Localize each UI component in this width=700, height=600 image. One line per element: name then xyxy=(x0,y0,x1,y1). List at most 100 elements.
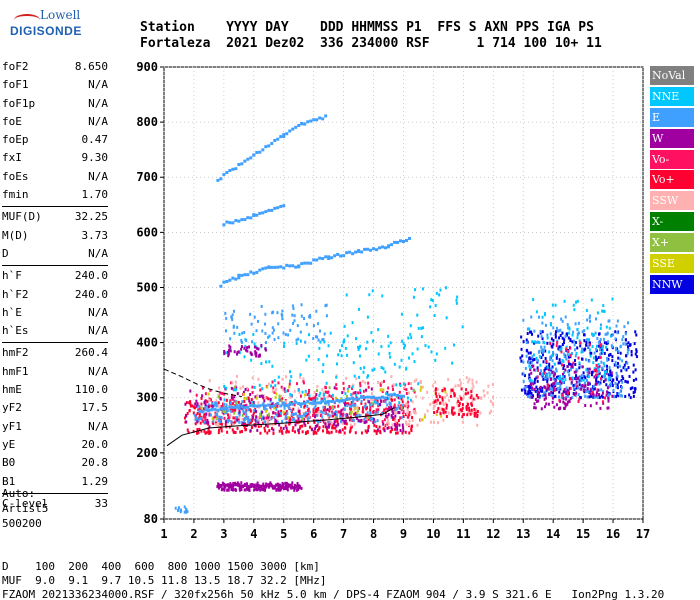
data-point xyxy=(226,409,229,413)
data-point xyxy=(203,429,206,433)
data-point xyxy=(295,488,298,492)
trace-point xyxy=(279,135,283,139)
data-point xyxy=(436,401,439,405)
data-point xyxy=(541,386,544,390)
data-point xyxy=(438,395,441,399)
data-point xyxy=(625,368,628,372)
data-point xyxy=(552,377,555,381)
data-point xyxy=(441,396,444,400)
data-point xyxy=(578,331,581,335)
data-point xyxy=(232,416,235,420)
data-point xyxy=(420,335,423,339)
data-point xyxy=(335,416,338,420)
data-point xyxy=(288,401,291,405)
trace-point xyxy=(243,483,247,487)
data-point xyxy=(549,357,552,361)
data-point xyxy=(437,392,440,396)
data-point xyxy=(608,393,611,397)
data-point xyxy=(288,382,291,386)
data-point xyxy=(199,421,202,425)
data-point xyxy=(532,364,535,368)
data-point xyxy=(420,326,423,330)
data-point xyxy=(426,409,429,413)
data-point xyxy=(320,401,323,405)
data-point xyxy=(386,419,389,423)
data-point xyxy=(587,338,590,342)
data-point xyxy=(294,412,297,416)
data-point xyxy=(383,418,386,422)
data-point xyxy=(435,291,438,295)
data-point xyxy=(398,365,401,369)
data-point xyxy=(349,428,352,432)
data-point xyxy=(196,402,199,406)
data-point xyxy=(267,485,270,489)
data-point xyxy=(358,375,361,379)
data-point xyxy=(410,429,413,433)
data-point xyxy=(184,416,187,420)
data-point xyxy=(524,386,527,390)
data-point xyxy=(253,488,256,492)
trace-point xyxy=(384,246,388,250)
data-point xyxy=(626,380,629,384)
data-point xyxy=(343,420,346,424)
data-point xyxy=(357,408,360,412)
data-point xyxy=(203,401,206,405)
data-point xyxy=(571,365,574,369)
trace-point xyxy=(222,173,226,177)
data-point xyxy=(437,421,440,425)
data-point xyxy=(247,420,250,424)
data-point xyxy=(356,405,359,409)
data-point xyxy=(359,344,362,348)
data-point xyxy=(380,366,383,370)
data-point xyxy=(238,410,241,414)
data-point xyxy=(539,330,542,334)
data-point xyxy=(366,375,369,379)
data-point xyxy=(554,335,557,339)
param-value: 240.0 xyxy=(74,269,108,283)
data-point xyxy=(246,349,249,353)
data-point xyxy=(575,351,578,355)
data-point xyxy=(215,399,218,403)
trace-point xyxy=(297,485,301,489)
data-point xyxy=(491,382,494,386)
data-point xyxy=(214,411,217,415)
data-point xyxy=(229,482,232,486)
data-point xyxy=(235,386,238,390)
data-point xyxy=(300,314,303,318)
data-point xyxy=(274,483,277,487)
data-point xyxy=(241,417,244,421)
data-point xyxy=(301,419,304,423)
data-point xyxy=(586,326,589,330)
data-point xyxy=(566,353,569,357)
trace-point xyxy=(288,403,292,407)
data-point xyxy=(393,362,396,366)
data-point xyxy=(611,355,614,359)
data-point xyxy=(538,355,541,359)
data-point xyxy=(205,421,208,425)
auto-line1: Auto: xyxy=(2,487,36,500)
data-point xyxy=(306,413,309,417)
data-point xyxy=(183,510,186,514)
data-point xyxy=(629,387,632,391)
trace-point xyxy=(369,248,373,252)
data-point xyxy=(238,403,241,407)
trace-point xyxy=(279,265,283,269)
data-point xyxy=(354,337,357,341)
data-point xyxy=(600,351,603,355)
data-point xyxy=(337,410,340,414)
data-point xyxy=(256,393,259,397)
data-point xyxy=(587,390,590,394)
data-point xyxy=(242,422,245,426)
data-point xyxy=(616,331,619,335)
data-point xyxy=(219,397,222,401)
data-point xyxy=(402,414,405,418)
trace-point xyxy=(348,397,352,401)
x-tick-label: 3 xyxy=(220,527,227,541)
data-point xyxy=(334,412,337,416)
data-point xyxy=(393,405,396,409)
data-point xyxy=(291,428,294,432)
data-point xyxy=(353,422,356,426)
data-point xyxy=(543,313,546,317)
data-point xyxy=(291,304,294,308)
